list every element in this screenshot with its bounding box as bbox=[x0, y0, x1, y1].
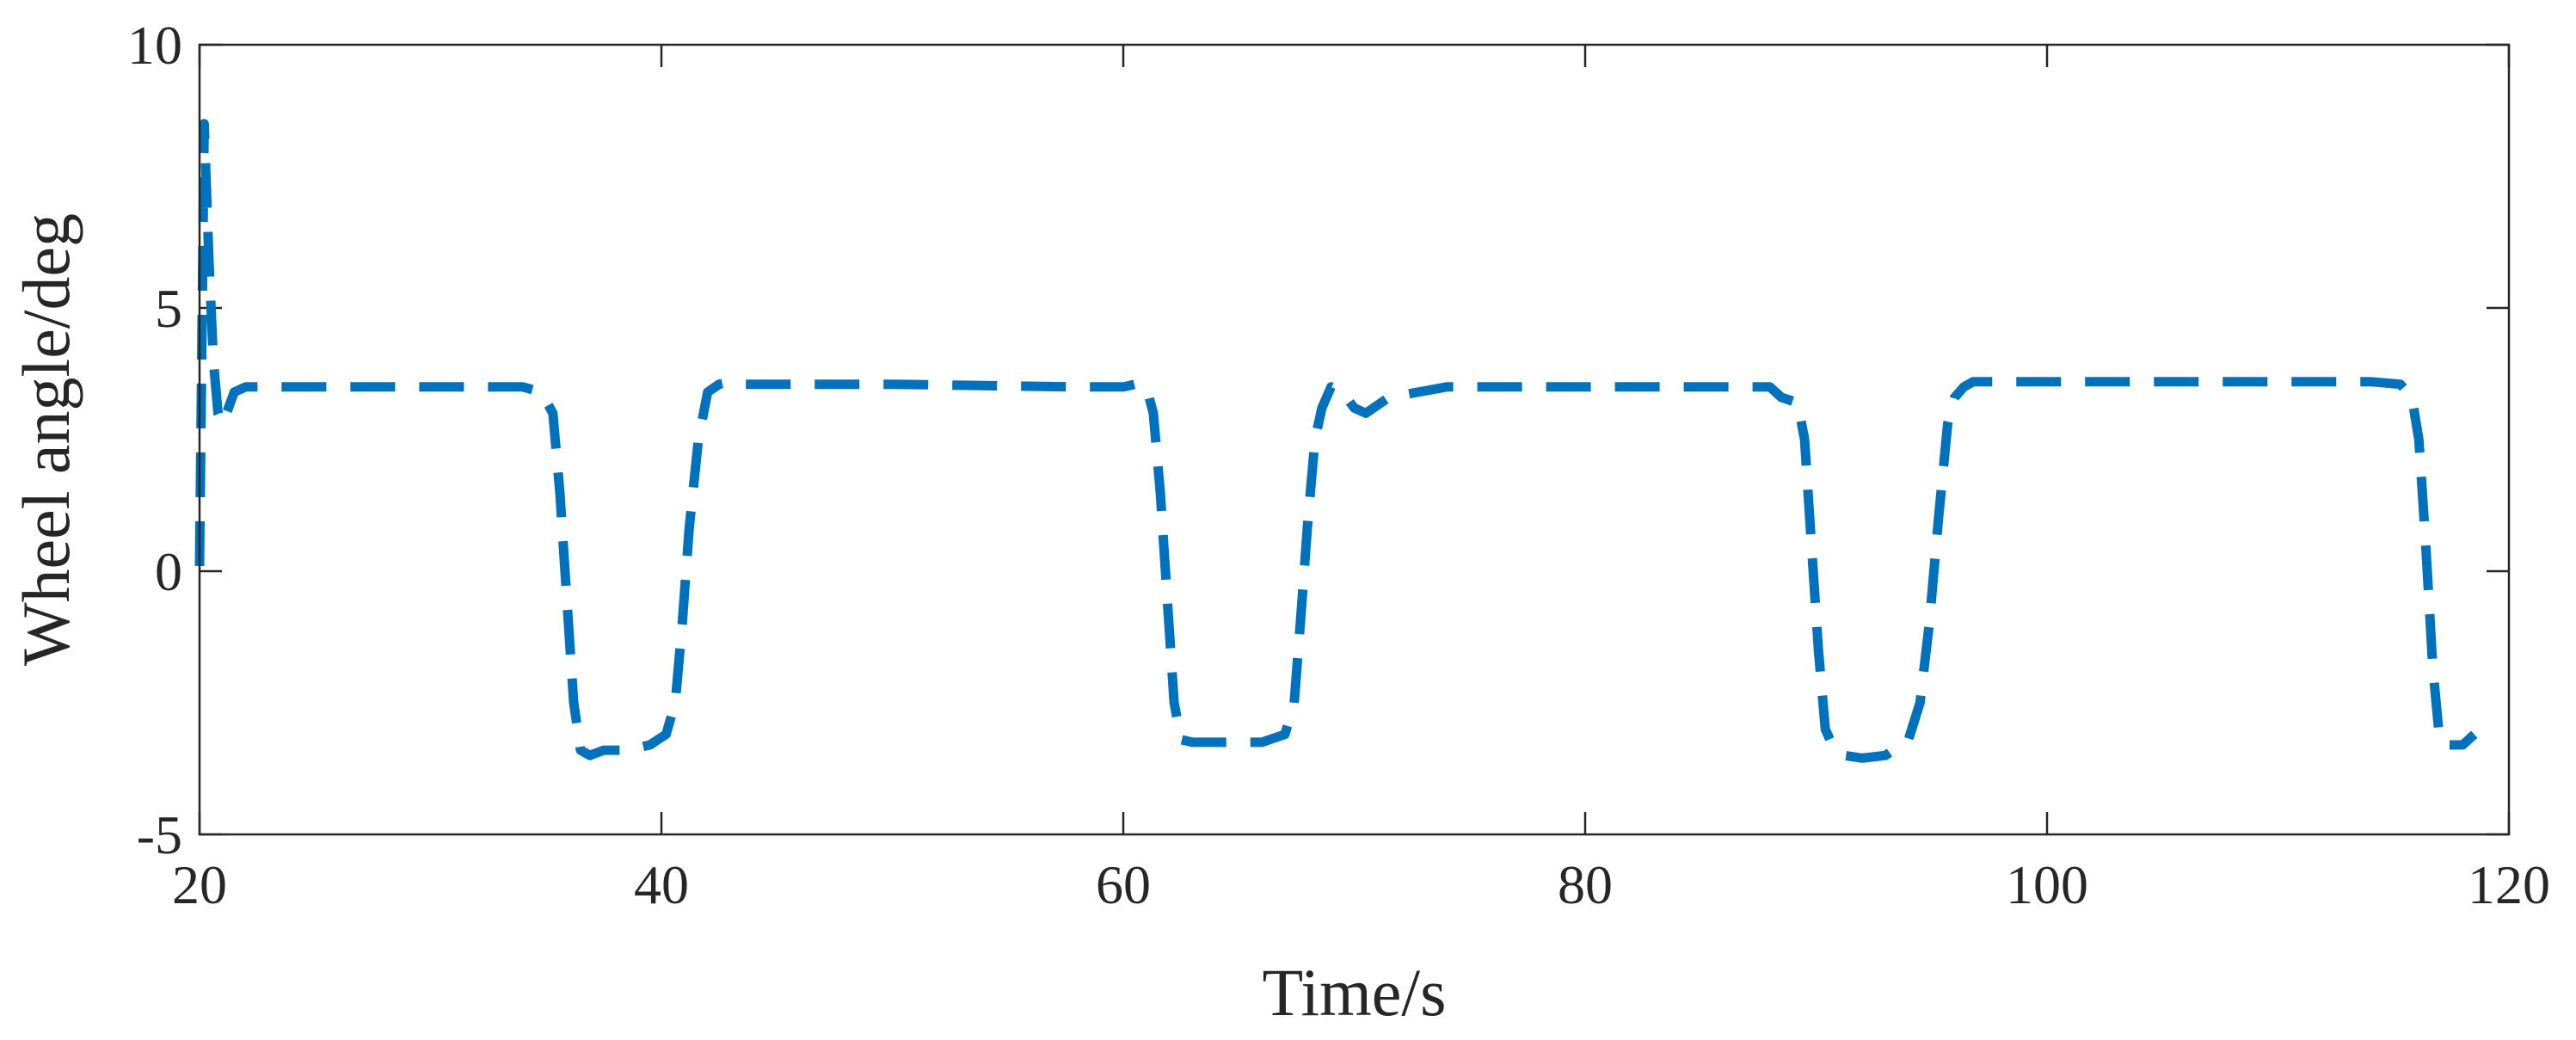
y-axis-label: Wheel angle/deg bbox=[9, 213, 83, 666]
y-tick-label: -5 bbox=[137, 804, 182, 865]
x-tick-label: 60 bbox=[1096, 854, 1151, 915]
x-tick-label: 120 bbox=[2468, 854, 2550, 915]
plot-area-frame bbox=[198, 43, 2511, 836]
series-line-0 bbox=[194, 119, 2478, 763]
x-axis-label: Time/s bbox=[1263, 955, 1447, 1030]
y-tick-label: 0 bbox=[155, 541, 182, 602]
x-tick-label: 100 bbox=[2006, 854, 2088, 915]
plot-area-background bbox=[200, 45, 2509, 834]
y-tick-label: 5 bbox=[155, 278, 182, 339]
x-tick-label: 20 bbox=[172, 854, 227, 915]
x-tick-label: 40 bbox=[634, 854, 689, 915]
y-tick-label: 10 bbox=[127, 15, 182, 76]
x-tick-label: 80 bbox=[1558, 854, 1613, 915]
series-layer bbox=[194, 119, 2478, 763]
ticks-layer: 20 40 60 80 100 120 -5 0 5 10 bbox=[127, 15, 2550, 915]
